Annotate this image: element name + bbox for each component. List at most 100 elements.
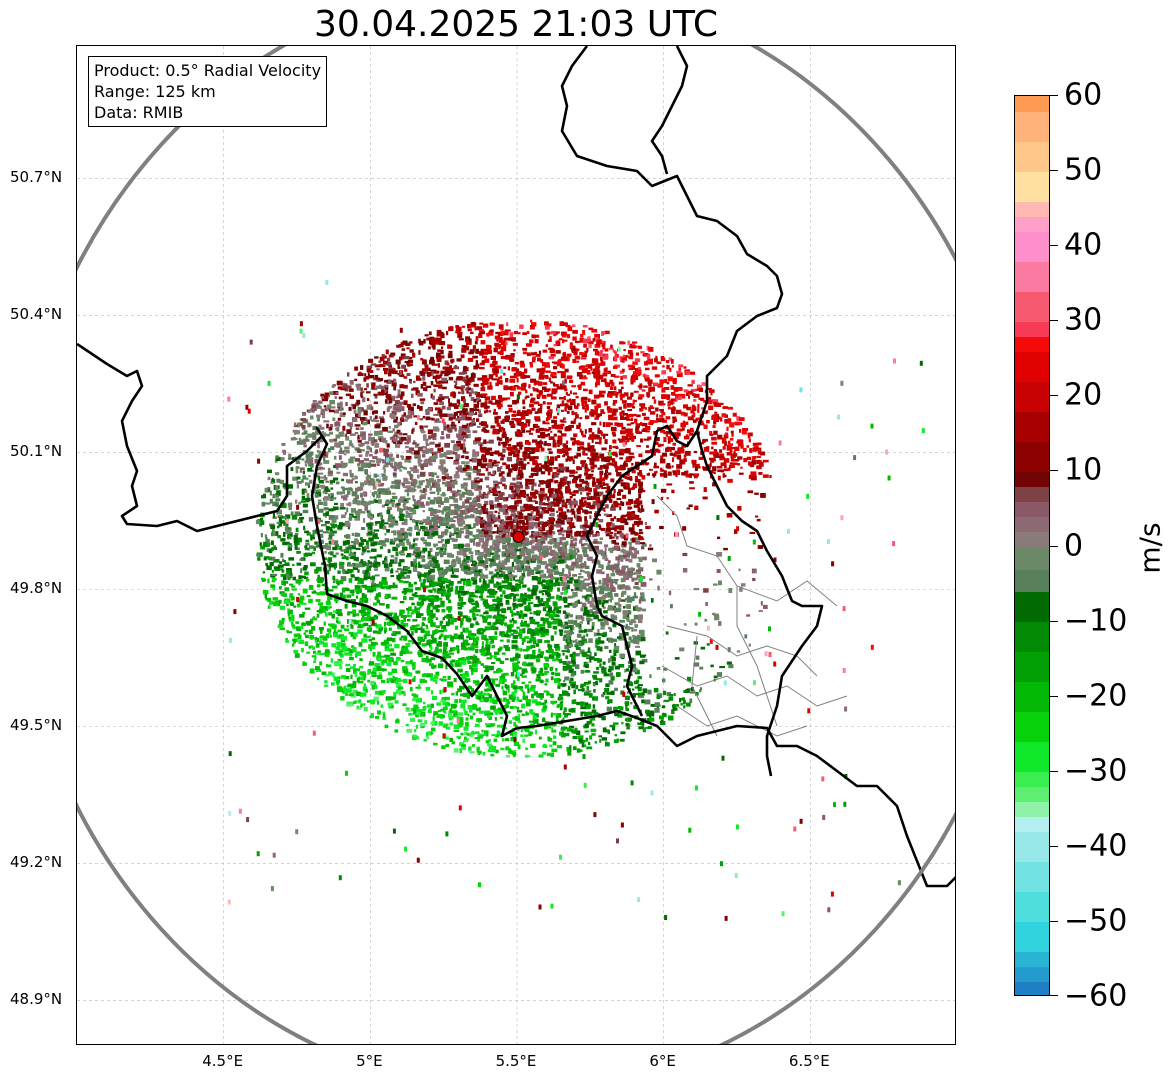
echo-pixel — [350, 508, 356, 513]
echo-pixel — [672, 471, 678, 476]
echo-pixel — [496, 365, 502, 369]
echo-pixel — [419, 425, 424, 429]
echo-pixel — [378, 583, 384, 588]
echo-pixel — [522, 649, 529, 652]
echo-pixel — [693, 663, 700, 666]
echo-pixel — [719, 666, 725, 669]
echo-pixel — [592, 605, 597, 610]
echo-pixel — [563, 453, 566, 457]
echo-pixel — [663, 667, 668, 671]
echo-pixel — [557, 371, 563, 374]
echo-pixel — [343, 494, 349, 498]
echo-pixel — [548, 451, 553, 454]
echo-pixel — [326, 423, 329, 429]
echo-pixel — [429, 548, 433, 553]
echo-pixel — [389, 563, 392, 566]
echo-pixel — [565, 470, 571, 473]
echo-pixel — [420, 427, 424, 432]
echo-pixel — [521, 713, 525, 716]
echo-pixel — [512, 680, 516, 685]
echo-pixel — [538, 590, 543, 594]
echo-pixel — [542, 717, 546, 723]
echo-pixel — [456, 513, 461, 518]
echo-pixel — [299, 467, 305, 471]
echo-pixel — [467, 380, 471, 386]
echo-pixel — [550, 610, 554, 614]
echo-pixel — [722, 446, 726, 450]
echo-pixel — [512, 570, 515, 573]
echo-pixel — [580, 460, 587, 463]
echo-pixel — [546, 402, 552, 405]
echo-pixel — [501, 580, 507, 584]
echo-pixel — [375, 585, 382, 588]
echo-pixel — [481, 641, 484, 646]
echo-pixel — [511, 706, 517, 709]
echo-pixel — [495, 552, 499, 555]
echo-pixel — [399, 421, 402, 424]
echo-pixel — [626, 595, 631, 600]
echo-pixel — [396, 683, 402, 688]
radar-map[interactable] — [76, 45, 956, 1045]
echo-pixel — [494, 378, 500, 381]
echo-pixel — [395, 656, 401, 661]
echo-pixel — [476, 495, 479, 499]
echo-pixel — [626, 597, 633, 603]
echo-pixel — [465, 338, 468, 343]
echo-pixel — [479, 534, 486, 538]
echo-pixel — [378, 626, 383, 632]
echo-pixel — [601, 456, 607, 462]
echo-pixel — [395, 484, 401, 490]
echo-pixel — [713, 419, 719, 422]
echo-pixel — [402, 703, 407, 706]
echo-pixel — [744, 634, 748, 639]
echo-pixel — [473, 413, 476, 416]
echo-pixel — [426, 605, 431, 611]
echo-pixel — [496, 436, 500, 441]
echo-pixel — [563, 605, 570, 608]
echo-pixel — [328, 515, 335, 520]
echo-pixel — [371, 443, 374, 446]
echo-pixel — [442, 507, 446, 512]
echo-pixel — [632, 688, 635, 691]
echo-pixel — [527, 594, 534, 599]
echo-pixel — [302, 503, 308, 508]
echo-pixel — [470, 390, 475, 394]
echo-pixel — [714, 411, 718, 414]
echo-pixel — [432, 451, 439, 454]
echo-pixel — [531, 486, 534, 491]
echo-pixel — [606, 706, 612, 712]
echo-pixel — [706, 643, 710, 646]
echo-pixel — [672, 432, 679, 436]
echo-pixel — [377, 651, 381, 657]
echo-pixel — [314, 657, 317, 661]
echo-pixel — [632, 523, 635, 528]
echo-pixel — [683, 623, 687, 626]
echo-pixel — [526, 330, 530, 335]
echo-pixel — [557, 529, 562, 532]
echo-pixel — [516, 368, 520, 374]
echo-pixel — [563, 600, 568, 604]
echo-pixel — [489, 698, 494, 703]
echo-pixel — [355, 595, 358, 599]
echo-pixel — [366, 510, 371, 513]
echo-pixel — [500, 602, 504, 607]
echo-pixel — [532, 649, 536, 655]
echo-pixel — [317, 501, 324, 505]
echo-pixel — [364, 373, 367, 377]
echo-pixel — [588, 586, 593, 589]
echo-pixel — [516, 378, 519, 383]
echo-pixel — [443, 629, 448, 632]
echo-pixel — [529, 362, 533, 368]
echo-pixel — [559, 321, 564, 326]
echo-pixel — [358, 609, 362, 613]
echo-pixel — [585, 364, 589, 368]
echo-pixel — [545, 563, 548, 567]
echo-pixel — [547, 413, 551, 418]
echo-pixel — [346, 422, 352, 426]
echo-pixel — [635, 540, 640, 545]
echo-pixel — [537, 508, 540, 512]
echo-pixel — [538, 670, 543, 676]
echo-pixel — [533, 629, 540, 632]
echo-pixel — [570, 672, 575, 677]
echo-pixel — [329, 400, 335, 405]
